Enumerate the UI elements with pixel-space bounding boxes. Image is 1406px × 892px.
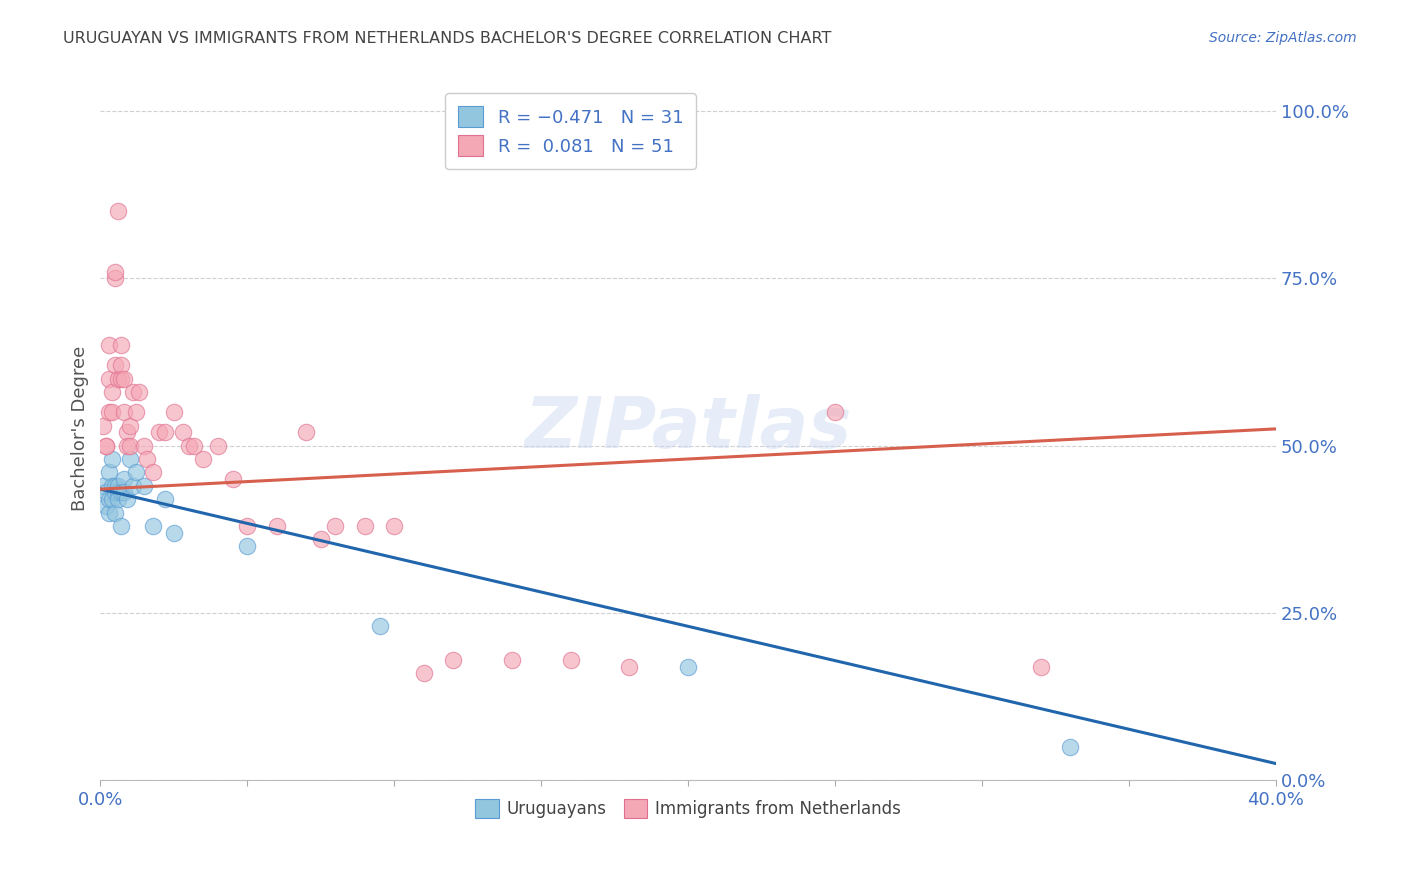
- Point: [501, 653, 523, 667]
- Point: [236, 519, 259, 533]
- Point: [163, 525, 186, 540]
- Point: [221, 472, 243, 486]
- Point: [619, 659, 641, 673]
- Point: [91, 418, 114, 433]
- Point: [101, 405, 124, 419]
- Point: [207, 439, 229, 453]
- Point: [115, 439, 138, 453]
- Point: [107, 492, 129, 507]
- Point: [124, 405, 146, 419]
- Point: [1059, 739, 1081, 754]
- Point: [142, 519, 165, 533]
- Point: [128, 385, 150, 400]
- Point: [98, 372, 121, 386]
- Point: [101, 385, 124, 400]
- Point: [309, 533, 332, 547]
- Point: [177, 439, 200, 453]
- Point: [107, 372, 129, 386]
- Point: [101, 479, 124, 493]
- Point: [98, 338, 121, 352]
- Point: [193, 452, 215, 467]
- Point: [134, 439, 156, 453]
- Point: [96, 439, 118, 453]
- Point: [382, 519, 405, 533]
- Y-axis label: Bachelor's Degree: Bachelor's Degree: [72, 346, 89, 511]
- Point: [266, 519, 288, 533]
- Point: [441, 653, 464, 667]
- Point: [824, 405, 846, 419]
- Point: [98, 506, 121, 520]
- Point: [118, 439, 141, 453]
- Point: [1029, 659, 1052, 673]
- Point: [124, 466, 146, 480]
- Point: [104, 485, 127, 500]
- Point: [295, 425, 318, 440]
- Point: [91, 479, 114, 493]
- Point: [236, 539, 259, 553]
- Text: URUGUAYAN VS IMMIGRANTS FROM NETHERLANDS BACHELOR'S DEGREE CORRELATION CHART: URUGUAYAN VS IMMIGRANTS FROM NETHERLANDS…: [63, 31, 831, 46]
- Point: [118, 418, 141, 433]
- Point: [98, 466, 121, 480]
- Point: [676, 659, 699, 673]
- Point: [104, 506, 127, 520]
- Point: [104, 359, 127, 373]
- Point: [96, 485, 118, 500]
- Point: [183, 439, 205, 453]
- Point: [136, 452, 159, 467]
- Point: [104, 271, 127, 285]
- Point: [112, 472, 135, 486]
- Point: [368, 619, 391, 633]
- Point: [172, 425, 194, 440]
- Point: [110, 485, 132, 500]
- Point: [121, 385, 143, 400]
- Point: [96, 439, 118, 453]
- Point: [163, 405, 186, 419]
- Point: [121, 479, 143, 493]
- Point: [325, 519, 347, 533]
- Point: [112, 405, 135, 419]
- Point: [142, 466, 165, 480]
- Point: [148, 425, 170, 440]
- Point: [153, 425, 176, 440]
- Text: Source: ZipAtlas.com: Source: ZipAtlas.com: [1209, 31, 1357, 45]
- Point: [115, 492, 138, 507]
- Point: [110, 519, 132, 533]
- Point: [118, 452, 141, 467]
- Point: [101, 452, 124, 467]
- Point: [107, 204, 129, 219]
- Point: [354, 519, 377, 533]
- Point: [153, 492, 176, 507]
- Point: [110, 338, 132, 352]
- Point: [101, 492, 124, 507]
- Point: [98, 492, 121, 507]
- Point: [560, 653, 582, 667]
- Point: [110, 359, 132, 373]
- Point: [98, 405, 121, 419]
- Point: [112, 372, 135, 386]
- Text: ZIPatlas: ZIPatlas: [524, 394, 852, 463]
- Point: [134, 479, 156, 493]
- Point: [110, 372, 132, 386]
- Point: [115, 425, 138, 440]
- Point: [104, 264, 127, 278]
- Point: [107, 479, 129, 493]
- Point: [412, 666, 434, 681]
- Legend: Uruguayans, Immigrants from Netherlands: Uruguayans, Immigrants from Netherlands: [468, 792, 908, 825]
- Point: [104, 479, 127, 493]
- Point: [112, 485, 135, 500]
- Point: [96, 499, 118, 513]
- Point: [107, 485, 129, 500]
